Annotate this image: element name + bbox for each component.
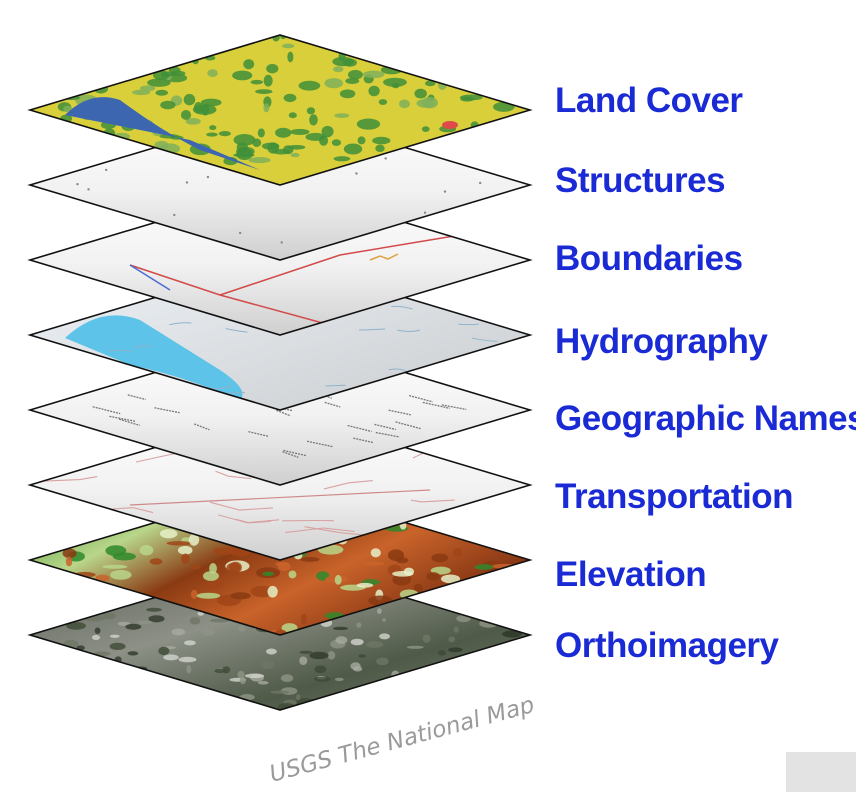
layer-label-elevation: Elevation xyxy=(555,555,706,594)
layer-label-structures: Structures xyxy=(555,161,725,200)
corner-box xyxy=(786,752,856,792)
layer-plane-land-cover xyxy=(27,34,533,186)
layer-label-geographic-names: Geographic Names xyxy=(555,399,856,438)
layer-label-boundaries: Boundaries xyxy=(555,239,743,278)
layer-planes xyxy=(27,34,533,711)
layer-labels: Land Cover Structures Boundaries Hydrograph… xyxy=(555,81,856,665)
layer-label-hydrography: Hydrography xyxy=(555,322,768,361)
watermark-text: USGS The National Map xyxy=(267,692,537,788)
layer-label-orthoimagery: Orthoimagery xyxy=(555,626,780,665)
layer-label-transportation: Transportation xyxy=(555,477,793,516)
layer-label-land-cover: Land Cover xyxy=(555,81,743,120)
layer-outline xyxy=(27,34,533,186)
